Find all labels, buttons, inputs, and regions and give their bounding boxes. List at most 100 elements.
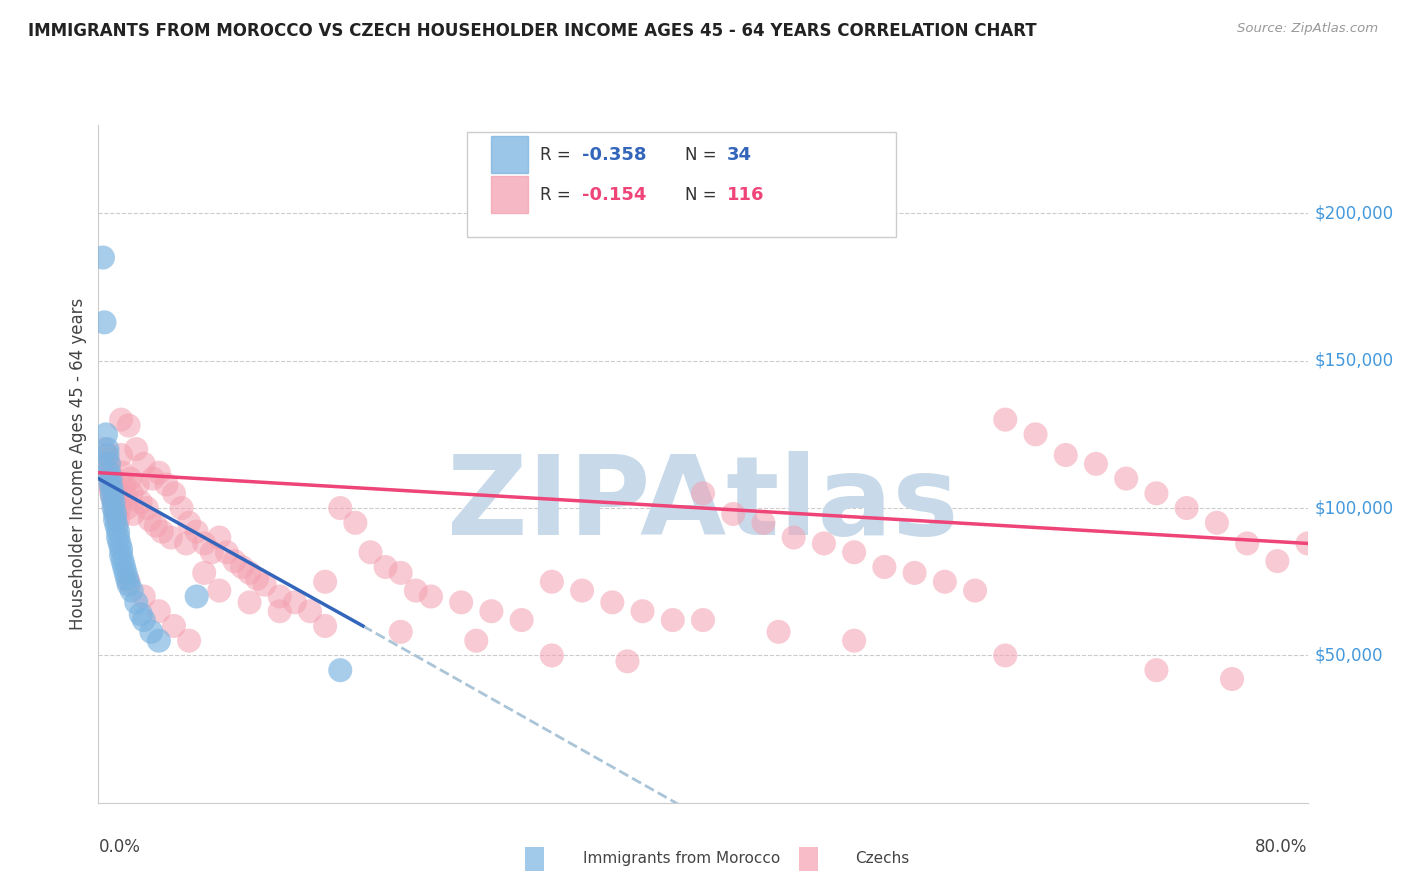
Text: N =: N = [685,145,721,163]
Point [201,545,224,559]
Point [98,457,121,471]
Point [160,531,183,545]
Point [91,251,114,265]
Point [132,613,155,627]
Point [329,663,352,677]
Point [994,412,1017,426]
Point [692,613,714,627]
Point [104,513,127,527]
Text: -0.154: -0.154 [582,186,647,204]
Point [389,624,412,639]
Point [170,501,193,516]
Point [118,577,141,591]
Point [110,448,132,462]
Point [934,574,956,589]
Point [132,590,155,604]
Point [450,595,472,609]
Text: ZIPAtlas: ZIPAtlas [447,451,959,558]
Point [96,466,118,480]
Point [93,442,115,456]
Point [1175,501,1198,516]
Point [105,507,128,521]
Point [186,590,208,604]
Point [96,442,118,456]
Point [122,507,145,521]
Point [177,516,201,530]
Point [360,545,382,559]
Text: 116: 116 [727,186,765,204]
Point [114,566,136,580]
Point [145,518,167,533]
Point [1236,536,1258,550]
Point [510,613,533,627]
Point [105,489,128,503]
Point [661,613,683,627]
Point [631,604,654,618]
Point [1054,448,1077,462]
Point [782,531,804,545]
Point [101,472,124,486]
Point [107,524,129,539]
Point [692,486,714,500]
Point [224,554,246,568]
Point [125,442,148,456]
FancyBboxPatch shape [467,132,897,236]
Point [208,531,231,545]
Point [112,560,135,574]
Point [314,574,336,589]
Point [1024,427,1046,442]
Point [419,590,441,604]
Point [120,472,142,486]
Text: 0.0%: 0.0% [98,838,141,856]
Point [150,524,173,539]
Point [103,501,125,516]
Point [121,486,143,500]
Text: 80.0%: 80.0% [1256,838,1308,856]
Point [132,457,155,471]
Point [571,583,593,598]
Point [389,566,412,580]
Bar [492,177,527,213]
Point [253,577,276,591]
Point [844,545,866,559]
Point [94,457,117,471]
Point [1085,457,1108,471]
Text: $150,000: $150,000 [1315,351,1393,369]
Point [239,595,262,609]
Point [93,315,115,329]
Point [148,604,170,618]
Bar [492,136,527,173]
Point [125,595,148,609]
Point [208,583,231,598]
Point [193,536,215,550]
Point [284,595,307,609]
Point [481,604,503,618]
Point [768,624,790,639]
Point [873,560,896,574]
Point [100,483,122,498]
Point [314,619,336,633]
Point [111,554,134,568]
Point [186,524,208,539]
Point [100,472,122,486]
Point [616,654,638,668]
Text: $200,000: $200,000 [1315,204,1393,222]
Point [269,590,291,604]
Point [98,457,121,471]
Text: Source: ZipAtlas.com: Source: ZipAtlas.com [1237,22,1378,36]
Text: IMMIGRANTS FROM MOROCCO VS CZECH HOUSEHOLDER INCOME AGES 45 - 64 YEARS CORRELATI: IMMIGRANTS FROM MOROCCO VS CZECH HOUSEHO… [28,22,1036,40]
Text: R =: R = [540,145,576,163]
Point [108,501,131,516]
Point [269,604,291,618]
Point [965,583,987,598]
Point [465,633,488,648]
Text: -0.358: -0.358 [582,145,647,163]
Point [112,477,135,491]
Point [107,513,129,527]
Point [994,648,1017,663]
Point [129,607,152,622]
Point [813,536,835,550]
Point [100,466,122,480]
Text: Immigrants from Morocco: Immigrants from Morocco [583,852,780,866]
Point [142,472,165,486]
